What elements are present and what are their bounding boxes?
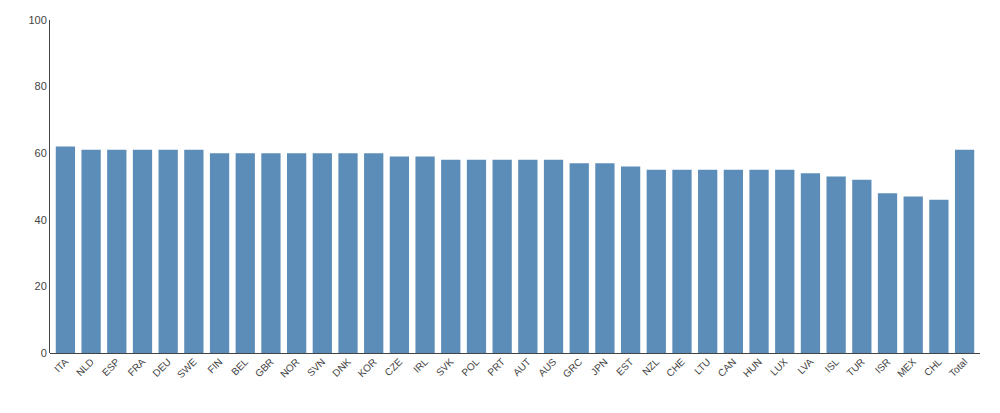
svg-text:DEU: DEU: [150, 356, 173, 379]
svg-text:TUR: TUR: [844, 356, 866, 378]
svg-text:SVN: SVN: [305, 356, 327, 378]
svg-text:CAN: CAN: [716, 356, 739, 379]
svg-text:60: 60: [35, 147, 47, 159]
svg-text:SWE: SWE: [175, 356, 199, 380]
svg-text:CHE: CHE: [664, 356, 687, 379]
svg-text:ISR: ISR: [873, 356, 893, 376]
svg-text:IRL: IRL: [411, 356, 430, 375]
svg-text:POL: POL: [459, 356, 481, 378]
svg-text:MEX: MEX: [895, 356, 918, 379]
svg-text:BEL: BEL: [229, 356, 250, 377]
svg-text:LVA: LVA: [795, 356, 815, 376]
svg-text:HUN: HUN: [741, 356, 764, 379]
svg-text:LUX: LUX: [768, 356, 790, 378]
svg-text:PRT: PRT: [485, 356, 507, 378]
svg-text:LTU: LTU: [692, 356, 713, 377]
svg-text:GRC: GRC: [561, 356, 585, 380]
svg-text:AUS: AUS: [536, 356, 559, 379]
svg-text:CHL: CHL: [922, 356, 944, 378]
svg-text:CZE: CZE: [382, 356, 404, 378]
svg-text:100: 100: [28, 14, 46, 26]
svg-text:EST: EST: [614, 356, 636, 378]
svg-text:DNK: DNK: [330, 356, 353, 379]
svg-text:20: 20: [35, 280, 47, 292]
svg-text:KOR: KOR: [356, 356, 379, 379]
svg-text:NOR: NOR: [278, 356, 302, 380]
svg-text:SVK: SVK: [434, 356, 456, 378]
svg-text:AUT: AUT: [511, 356, 533, 378]
svg-text:ISL: ISL: [823, 356, 842, 375]
svg-text:Total: Total: [947, 356, 970, 379]
svg-text:FRA: FRA: [126, 356, 148, 378]
svg-text:FIN: FIN: [205, 356, 224, 375]
svg-text:NZL: NZL: [640, 356, 661, 377]
svg-text:JPN: JPN: [589, 356, 610, 377]
svg-text:80: 80: [35, 80, 47, 92]
svg-text:NLD: NLD: [74, 356, 96, 378]
svg-text:ESP: ESP: [100, 356, 122, 378]
svg-text:ITA: ITA: [52, 356, 70, 374]
svg-text:0: 0: [41, 347, 47, 359]
svg-text:40: 40: [35, 214, 47, 226]
svg-text:GBR: GBR: [253, 356, 276, 379]
